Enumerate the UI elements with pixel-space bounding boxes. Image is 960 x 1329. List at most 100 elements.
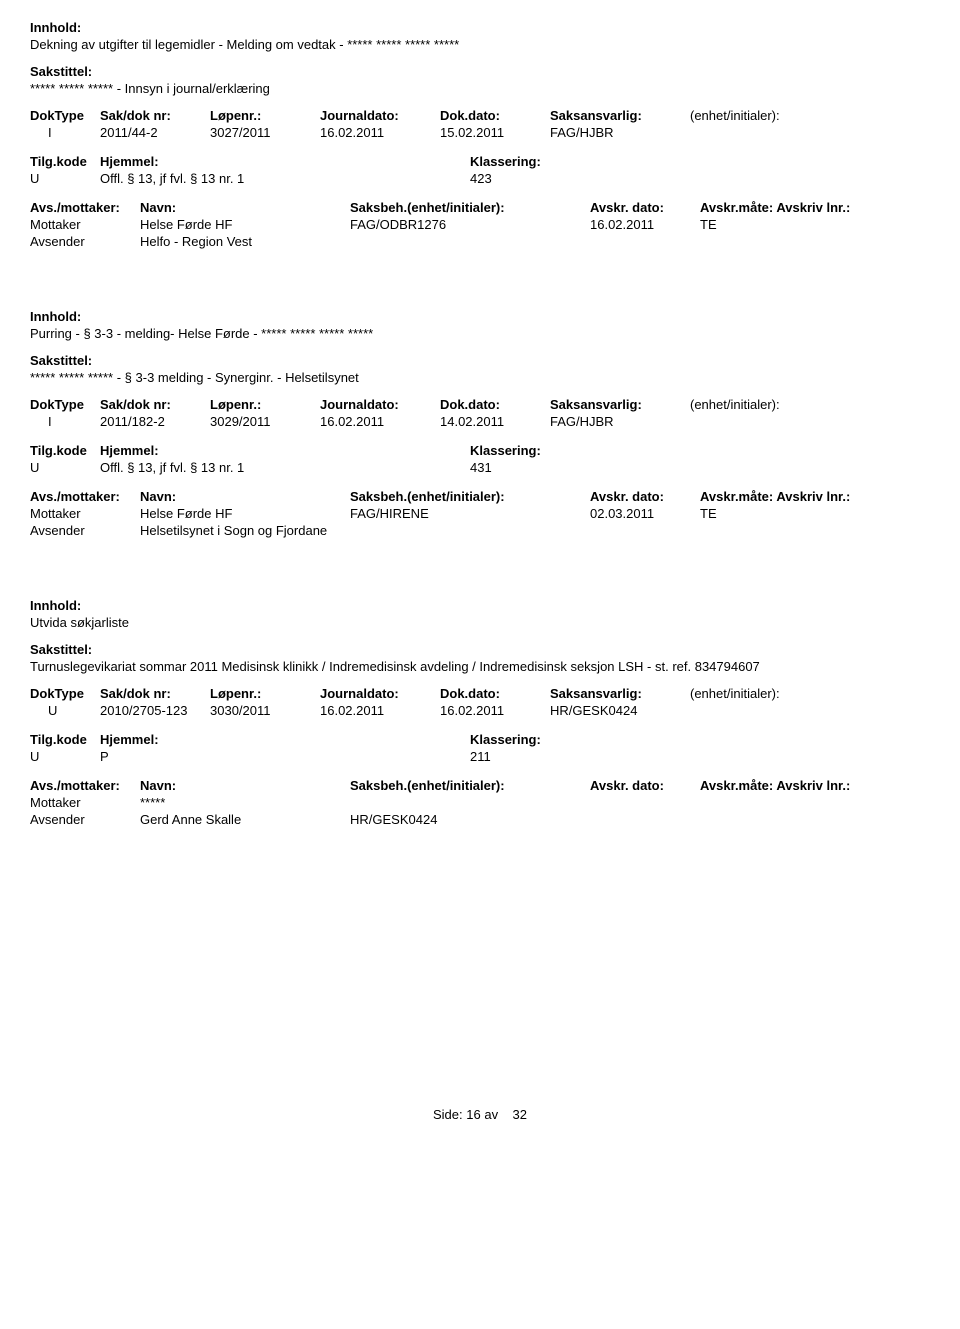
party-navn: Helsetilsynet i Sogn og Fjordane	[140, 523, 350, 538]
hjemmel-label: Hjemmel:	[100, 732, 470, 747]
party-avskrmate	[700, 795, 880, 810]
party-row: Mottaker Helse Førde HF FAG/ODBR1276 16.…	[30, 217, 930, 232]
sakstittel-text: ***** ***** ***** - Innsyn i journal/erk…	[30, 81, 930, 96]
party-row: Avsender Gerd Anne Skalle HR/GESK0424	[30, 812, 930, 827]
klassering-value: 431	[470, 460, 670, 475]
hjemmel-value: Offl. § 13, jf fvl. § 13 nr. 1	[100, 460, 470, 475]
hjemmel-label: Hjemmel:	[100, 443, 470, 458]
party-avskrdato	[590, 523, 700, 538]
party-row: Avsender Helfo - Region Vest	[30, 234, 930, 249]
lopenr-value: 3030/2011	[210, 703, 320, 718]
enhet-label: (enhet/initialer):	[690, 397, 830, 412]
avskrmate-label: Avskr.måte: Avskriv lnr.:	[700, 489, 880, 504]
av-label: av	[484, 1107, 498, 1122]
party-avskrmate: TE	[700, 217, 880, 232]
tilgkode-label: Tilg.kode	[30, 732, 100, 747]
klassering-label: Klassering:	[470, 732, 670, 747]
saknr-value: 2011/182-2	[100, 414, 210, 429]
klassering-label: Klassering:	[470, 154, 670, 169]
navn-label: Navn:	[140, 489, 350, 504]
saksansvarlig-value: HR/GESK0424	[550, 703, 690, 718]
doktype-value: U	[30, 703, 100, 718]
value-row: I 2011/44-2 3027/2011 16.02.2011 15.02.2…	[30, 125, 930, 140]
avskrmate-label: Avskr.måte: Avskriv lnr.:	[700, 778, 880, 793]
journaldato-label: Journaldato:	[320, 108, 440, 123]
navn-label: Navn:	[140, 778, 350, 793]
page-total: 32	[513, 1107, 527, 1122]
enhet-label: (enhet/initialer):	[690, 108, 830, 123]
party-avskrmate	[700, 234, 880, 249]
saknr-label: Sak/dok nr:	[100, 686, 210, 701]
party-saksbeh	[350, 795, 590, 810]
value-row: U 2010/2705-123 3030/2011 16.02.2011 16.…	[30, 703, 930, 718]
party-row: Mottaker *****	[30, 795, 930, 810]
mid-value-row: U Offl. § 13, jf fvl. § 13 nr. 1 431	[30, 460, 930, 475]
mid-header-row: Tilg.kode Hjemmel: Klassering:	[30, 154, 930, 169]
enhet-value	[690, 414, 830, 429]
klassering-value: 423	[470, 171, 670, 186]
party-avskrdato	[590, 812, 700, 827]
record: Innhold: Utvida søkjarliste Sakstittel: …	[30, 598, 930, 827]
avs-header-row: Avs./mottaker: Navn: Saksbeh.(enhet/init…	[30, 778, 930, 793]
mid-value-row: U P 211	[30, 749, 930, 764]
saksansvarlig-value: FAG/HJBR	[550, 125, 690, 140]
party-role: Avsender	[30, 523, 140, 538]
party-avskrdato	[590, 795, 700, 810]
navn-label: Navn:	[140, 200, 350, 215]
avskrdato-label: Avskr. dato:	[590, 489, 700, 504]
party-role: Mottaker	[30, 506, 140, 521]
dokdato-label: Dok.dato:	[440, 686, 550, 701]
innhold-label: Innhold:	[30, 309, 930, 324]
party-row: Mottaker Helse Førde HF FAG/HIRENE 02.03…	[30, 506, 930, 521]
tilgkode-value: U	[30, 171, 100, 186]
journaldato-value: 16.02.2011	[320, 703, 440, 718]
saksbeh-label: Saksbeh.(enhet/initialer):	[350, 778, 590, 793]
sakstittel-label: Sakstittel:	[30, 642, 930, 657]
dokdato-label: Dok.dato:	[440, 108, 550, 123]
enhet-value	[690, 125, 830, 140]
party-role: Mottaker	[30, 217, 140, 232]
party-role: Avsender	[30, 234, 140, 249]
mid-header-row: Tilg.kode Hjemmel: Klassering:	[30, 443, 930, 458]
party-saksbeh: FAG/ODBR1276	[350, 217, 590, 232]
mid-value-row: U Offl. § 13, jf fvl. § 13 nr. 1 423	[30, 171, 930, 186]
header-row: DokType Sak/dok nr: Løpenr.: Journaldato…	[30, 108, 930, 123]
sakstittel-label: Sakstittel:	[30, 64, 930, 79]
hjemmel-value: Offl. § 13, jf fvl. § 13 nr. 1	[100, 171, 470, 186]
party-avskrdato	[590, 234, 700, 249]
saksansvarlig-label: Saksansvarlig:	[550, 108, 690, 123]
sakstittel-label: Sakstittel:	[30, 353, 930, 368]
innhold-text: Dekning av utgifter til legemidler - Mel…	[30, 37, 930, 52]
avskrdato-label: Avskr. dato:	[590, 778, 700, 793]
saksansvarlig-label: Saksansvarlig:	[550, 397, 690, 412]
enhet-value	[690, 703, 830, 718]
header-row: DokType Sak/dok nr: Løpenr.: Journaldato…	[30, 686, 930, 701]
saksansvarlig-value: FAG/HJBR	[550, 414, 690, 429]
klassering-label: Klassering:	[470, 443, 670, 458]
innhold-text: Purring - § 3-3 - melding- Helse Førde -…	[30, 326, 930, 341]
saksbeh-label: Saksbeh.(enhet/initialer):	[350, 489, 590, 504]
tilgkode-value: U	[30, 460, 100, 475]
dokdato-value: 15.02.2011	[440, 125, 550, 140]
sakstittel-text: Turnuslegevikariat sommar 2011 Medisinsk…	[30, 659, 930, 674]
avskrdato-label: Avskr. dato:	[590, 200, 700, 215]
doktype-label: DokType	[30, 397, 100, 412]
party-avskrdato: 16.02.2011	[590, 217, 700, 232]
doktype-label: DokType	[30, 108, 100, 123]
dokdato-value: 14.02.2011	[440, 414, 550, 429]
lopenr-value: 3027/2011	[210, 125, 320, 140]
lopenr-label: Løpenr.:	[210, 686, 320, 701]
dokdato-value: 16.02.2011	[440, 703, 550, 718]
party-navn: *****	[140, 795, 350, 810]
journaldato-value: 16.02.2011	[320, 414, 440, 429]
tilgkode-label: Tilg.kode	[30, 443, 100, 458]
tilgkode-label: Tilg.kode	[30, 154, 100, 169]
mid-header-row: Tilg.kode Hjemmel: Klassering:	[30, 732, 930, 747]
page-footer: Side: 16 av 32	[30, 1107, 930, 1122]
side-label: Side:	[433, 1107, 463, 1122]
saksansvarlig-label: Saksansvarlig:	[550, 686, 690, 701]
lopenr-label: Løpenr.:	[210, 108, 320, 123]
party-saksbeh	[350, 523, 590, 538]
innhold-text: Utvida søkjarliste	[30, 615, 930, 630]
saknr-value: 2010/2705-123	[100, 703, 210, 718]
